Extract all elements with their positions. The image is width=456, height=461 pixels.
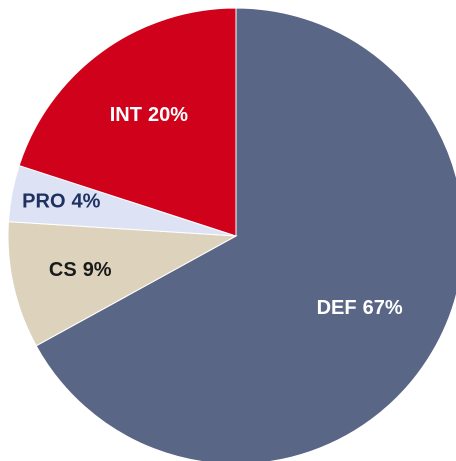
pie-slice [7,221,238,347]
slice-value: 9% [83,259,112,281]
slice-category: CS [49,259,77,281]
slice-value: 4% [72,191,101,213]
slice-category: INT [110,104,142,126]
slice-value: 67% [363,297,403,319]
slice-label: DEF 67% [317,297,403,319]
slice-label: INT 20% [110,104,188,126]
pie-slice [35,7,456,461]
slice-label: PRO 4% [22,191,100,213]
slice-category: PRO [22,191,65,213]
slice-label: CS 9% [49,259,112,281]
slice-category: DEF [317,297,357,319]
slice-value: 20% [148,104,188,126]
pie-slice [18,7,237,237]
